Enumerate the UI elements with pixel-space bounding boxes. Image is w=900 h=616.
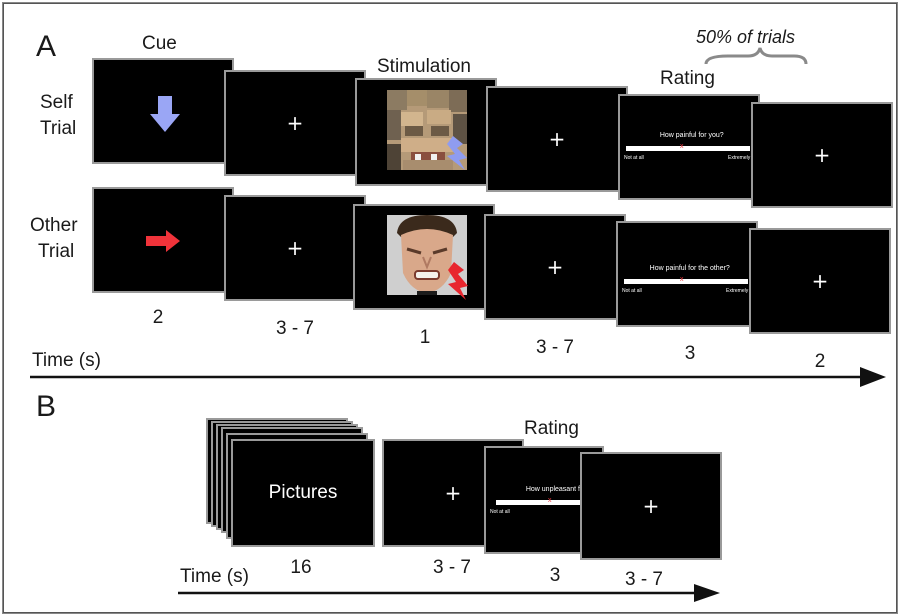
time-axis-label-a: Time (s) xyxy=(32,350,101,371)
duration-rating: 3 xyxy=(684,343,696,364)
fixation-cross: + xyxy=(444,481,462,505)
duration-fixation-b-1: 3 - 7 xyxy=(432,557,472,578)
rating-question: How unpleasant for xyxy=(525,486,587,493)
other-rating-screen: How painful for the other? x Not at all … xyxy=(616,221,758,327)
rating-question: How painful for the other? xyxy=(649,265,730,272)
fixation-cross: + xyxy=(286,236,304,260)
duration-fixation-3: 2 xyxy=(814,351,826,372)
fraction-brace xyxy=(704,47,808,65)
self-stimulation-screen xyxy=(355,78,497,186)
panel-b-letter: B xyxy=(36,390,57,423)
fixation-cross: + xyxy=(642,494,660,518)
panel-a-letter: A xyxy=(36,30,57,63)
other-stimulation-screen xyxy=(353,204,495,310)
self-fixation-screen-2: + xyxy=(486,86,628,192)
stimulation-header: Stimulation xyxy=(377,56,471,77)
rating-marker: x xyxy=(680,143,684,150)
rating-anchor-high: Extremely xyxy=(728,155,751,161)
fixation-screen-b-2: + xyxy=(580,452,722,560)
time-arrow-a xyxy=(30,367,886,387)
duration-fixation-1: 3 - 7 xyxy=(275,318,315,339)
other-stimulation-bolt-icon xyxy=(448,262,468,300)
rating-anchor-high: Extremely xyxy=(726,288,749,294)
self-fixation-screen-1: + xyxy=(224,70,366,176)
fixation-cross: + xyxy=(813,143,831,167)
rating-anchor-low: Not at all xyxy=(624,155,644,161)
other-fixation-screen-2: + xyxy=(484,214,626,320)
other-trial-label: Other Trial xyxy=(30,215,78,262)
rating-anchor-low: Not at all xyxy=(490,509,510,515)
rating-header: Rating xyxy=(660,68,715,89)
pained-face-image xyxy=(387,215,467,295)
rating-anchor-low: Not at all xyxy=(622,288,642,294)
duration-fixation-b-2: 3 - 7 xyxy=(624,569,664,590)
fixation-cross: + xyxy=(811,269,829,293)
time-arrow-b xyxy=(178,584,720,602)
fixation-cross: + xyxy=(548,127,566,151)
self-trial-label: Self Trial xyxy=(40,92,77,139)
pictures-screen: Pictures xyxy=(231,439,375,547)
duration-pictures: 16 xyxy=(290,557,312,578)
other-fixation-screen-3: + xyxy=(749,228,891,334)
pictures-label: Pictures xyxy=(268,482,338,503)
other-cue-screen xyxy=(92,187,234,293)
other-fixation-screen-1: + xyxy=(224,195,366,301)
duration-fixation-2: 3 - 7 xyxy=(535,337,575,358)
right-arrow-icon xyxy=(146,230,180,252)
fraction-of-trials-label: 50% of trials xyxy=(696,27,796,47)
down-arrow-icon xyxy=(150,96,180,132)
duration-cue: 2 xyxy=(152,307,164,328)
rating-marker: x xyxy=(680,276,684,283)
fixation-cross: + xyxy=(546,255,564,279)
cue-header: Cue xyxy=(142,33,177,54)
duration-rating-b: 3 xyxy=(549,565,561,586)
self-fixation-screen-3: + xyxy=(751,102,893,208)
rating-scale-bar xyxy=(626,146,750,151)
self-stimulation-bolt-icon xyxy=(447,136,467,170)
rating-scale-bar xyxy=(624,279,748,284)
rating-marker: x xyxy=(548,497,552,504)
rating-question: How painful for you? xyxy=(659,132,724,139)
fixation-cross: + xyxy=(286,111,304,135)
duration-stimulation: 1 xyxy=(419,327,431,348)
time-axis-label-b: Time (s) xyxy=(180,566,249,587)
self-cue-screen xyxy=(92,58,234,164)
rating-header-b: Rating xyxy=(524,418,579,439)
rating-scale-bar xyxy=(496,500,606,505)
self-rating-screen: How painful for you? x Not at all Extrem… xyxy=(618,94,760,200)
